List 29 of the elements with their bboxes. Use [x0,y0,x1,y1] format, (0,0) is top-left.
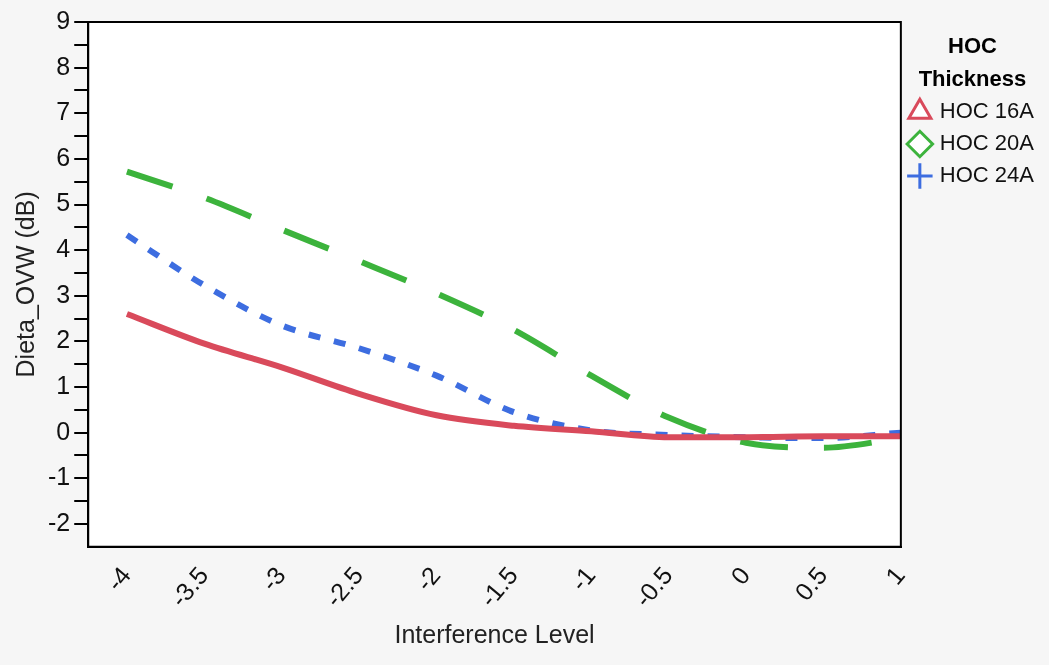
y-tick-label: 8 [56,51,71,80]
legend-label: HOC 16A [939,98,1035,124]
x-axis-title: Interference Level [394,619,595,648]
x-tick-label: -3.5 [164,561,214,612]
x-tick-label: -2 [409,561,446,597]
x-tick-label: -4 [100,560,137,597]
y-tick-label: 3 [56,279,71,308]
y-axis-title: Dieta_OVW (dB) [10,191,39,378]
y-tick-label: -2 [47,507,71,536]
y-tick-label: 2 [56,325,71,354]
x-tick-label: -0.5 [628,561,678,612]
y-tick-label: 0 [56,416,71,445]
x-tick-label: -3 [255,561,291,597]
legend-label: HOC 20A [939,130,1035,156]
x-tick-label: 0.5 [788,561,833,606]
y-tick-label: 6 [56,142,71,171]
y-tick-label: 9 [56,5,71,34]
x-tick-label: -1.5 [473,561,523,612]
x-tick-label: -1 [564,561,601,597]
y-tick-label: 1 [56,370,71,399]
x-tick-label: 0 [724,561,756,590]
x-tick-label: 1 [879,561,910,590]
x-tick-label: -2.5 [319,561,369,612]
legend-title: HOC Thickness [918,33,1027,92]
legend-label: HOC 24A [939,162,1035,188]
y-tick-label: -1 [47,462,71,491]
y-tick-label: 5 [56,188,71,217]
y-tick-label: 7 [56,97,71,126]
y-tick-label: 4 [56,234,71,263]
